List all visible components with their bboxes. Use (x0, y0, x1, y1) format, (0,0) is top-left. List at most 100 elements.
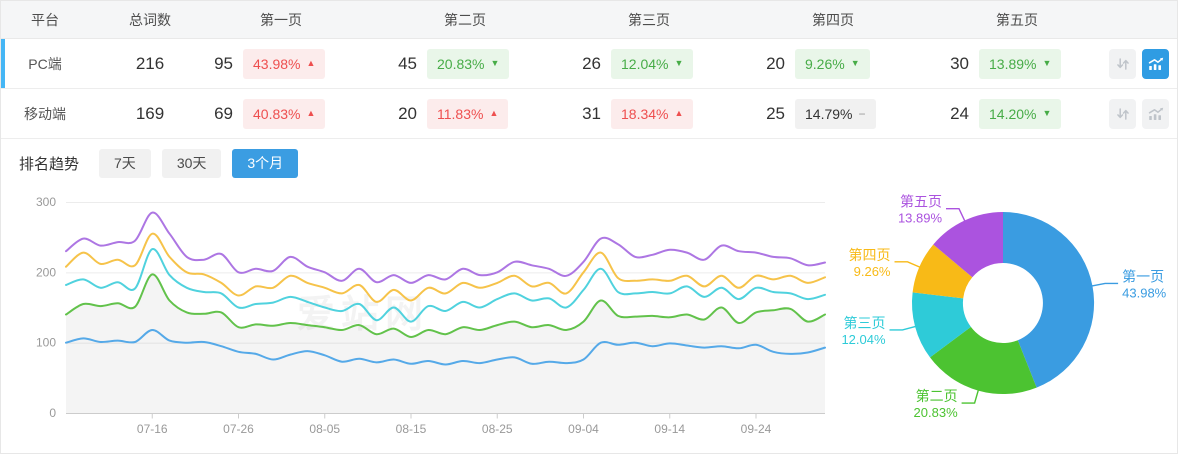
x-axis-label: 09-04 (568, 422, 599, 436)
change-percent: 43.98% (253, 55, 301, 72)
change-percent: 9.26% (805, 55, 845, 72)
show-trend-chart-button[interactable] (1142, 98, 1169, 129)
sort-button[interactable] (1109, 98, 1136, 129)
donut-slice-第三页[interactable] (911, 292, 971, 358)
change-percent: 40.83% (253, 105, 301, 122)
table-header-row: 平台 总词数 第一页 第二页 第三页 第四页 第五页 (1, 1, 1177, 39)
donut-slice-第五页[interactable] (933, 212, 1003, 278)
page-3-cell: 31 18.34% ▲ (557, 98, 741, 129)
page-4-cell: 20 9.26% ▼ (741, 48, 925, 79)
page-5-cell: 30 13.89% ▼ (925, 48, 1109, 79)
line-series-第五页[interactable] (65, 211, 826, 284)
down-arrow-icon: ▼ (490, 58, 500, 68)
slice-label-percent: 20.83% (914, 405, 959, 420)
trend-range-tab-1[interactable]: 30天 (161, 148, 222, 178)
table-body: PC端 216 95 43.98% ▲ 45 20.83% ▼ 26 12.04% ▼ 20 9.26%… (1, 39, 1177, 139)
change-badge: 9.26% ▼ (795, 48, 870, 79)
slice-label-percent: 12.04% (841, 332, 886, 347)
column-header-3: 第二页 (444, 11, 486, 28)
change-percent: 14.20% (989, 105, 1037, 122)
line-series-第二页[interactable] (65, 273, 826, 338)
trend-range-tab-0[interactable]: 7天 (99, 148, 151, 178)
change-badge: 12.04% ▼ (611, 48, 694, 79)
x-axis-label: 07-26 (223, 422, 254, 436)
page-count: 24 (950, 103, 969, 123)
label-leader-line (961, 389, 980, 404)
trend-tabs: 7天 30天 3个月 (79, 148, 299, 178)
line-series-第三页[interactable] (65, 248, 826, 323)
donut-slice-第二页[interactable] (930, 326, 1037, 395)
column-header-4: 第三页 (628, 11, 670, 28)
page-count: 26 (582, 53, 601, 73)
page-4-cell: 25 14.79% − (741, 98, 925, 129)
change-badge: 18.34% ▲ (611, 98, 694, 129)
y-axis-label: 200 (36, 265, 56, 279)
trend-title: 排名趋势 (19, 155, 80, 173)
label-leader-line (946, 208, 966, 222)
page-1-cell: 69 40.83% ▲ (189, 98, 373, 129)
page-count: 25 (766, 103, 785, 123)
line-series-第四页[interactable] (65, 232, 826, 303)
platform-label: 移动端 (24, 105, 66, 122)
slice-label-name: 第四页 (849, 247, 891, 263)
sort-button[interactable] (1109, 48, 1136, 79)
down-arrow-icon: ▼ (850, 58, 860, 68)
row-actions (1109, 98, 1177, 129)
up-arrow-icon: ▲ (306, 108, 316, 118)
column-header-5: 第四页 (812, 11, 854, 28)
trend-chart-icon (1148, 107, 1163, 120)
up-arrow-icon: ▲ (674, 108, 684, 118)
change-percent: 18.34% (621, 105, 669, 122)
platform-label: PC端 (28, 55, 62, 72)
change-percent: 11.83% (437, 105, 484, 122)
page-count: 20 (766, 53, 785, 73)
x-axis-label: 08-05 (309, 422, 340, 436)
change-percent: 13.89% (989, 55, 1037, 72)
page-5-cell: 24 14.20% ▼ (925, 98, 1109, 129)
page-2-cell: 20 11.83% ▲ (373, 98, 557, 129)
x-axis-label: 09-24 (741, 422, 772, 436)
label-leader-line (894, 261, 921, 269)
trend-toolbar: 排名趋势 7天 30天 3个月 (1, 139, 831, 187)
slice-label-name: 第二页 (916, 388, 958, 404)
slice-label-percent: 43.98% (1122, 285, 1167, 300)
page-2-cell: 45 20.83% ▼ (373, 48, 557, 79)
y-axis-label: 300 (36, 195, 56, 209)
table-row-PC端[interactable]: PC端 216 95 43.98% ▲ 45 20.83% ▼ 26 12.04% ▼ 20 9.26%… (1, 39, 1177, 89)
trend-line-chart[interactable]: 0 100 200 300 07-16 07-26 08-05 08-15 08-25 09-04… (1, 189, 831, 454)
slice-label-percent: 13.89% (898, 211, 943, 226)
y-axis-label: 0 (49, 406, 56, 420)
flat-dash-icon: − (858, 106, 866, 121)
column-header-0: 平台 (31, 11, 59, 28)
slice-label-name: 第五页 (900, 194, 942, 210)
column-header-2: 第一页 (260, 11, 302, 28)
change-badge: 14.20% ▼ (979, 98, 1062, 129)
page-count: 20 (398, 103, 417, 123)
total-words-cell: 216 (89, 54, 189, 74)
page-count: 69 (214, 103, 233, 123)
up-arrow-icon: ▲ (489, 108, 499, 118)
up-arrow-icon: ▲ (306, 58, 316, 68)
label-leader-line (889, 325, 917, 331)
x-axis-label: 09-14 (654, 422, 685, 436)
area-fill-第二页 (66, 274, 825, 413)
donut-slice-第一页[interactable] (1003, 211, 1095, 388)
down-arrow-icon: ▼ (1042, 58, 1052, 68)
slice-label-name: 第一页 (1122, 268, 1164, 284)
total-words-value: 216 (135, 53, 165, 73)
line-series-第一页[interactable] (65, 328, 826, 366)
show-trend-chart-button[interactable] (1142, 48, 1169, 79)
change-percent: 12.04% (621, 55, 669, 72)
label-leader-line (1091, 282, 1119, 287)
y-axis-label: 100 (36, 336, 56, 350)
total-words-cell: 169 (89, 104, 189, 124)
trend-range-tab-2[interactable]: 3个月 (232, 148, 299, 178)
page-count: 31 (582, 103, 601, 123)
page-count: 45 (398, 53, 417, 73)
x-axis-label: 08-15 (396, 422, 427, 436)
page-1-cell: 95 43.98% ▲ (189, 48, 373, 79)
donut-slice-第四页[interactable] (912, 244, 973, 299)
table-row-移动端[interactable]: 移动端 169 69 40.83% ▲ 20 11.83% ▲ 31 18.34% ▲ 25 14.79… (1, 89, 1177, 139)
